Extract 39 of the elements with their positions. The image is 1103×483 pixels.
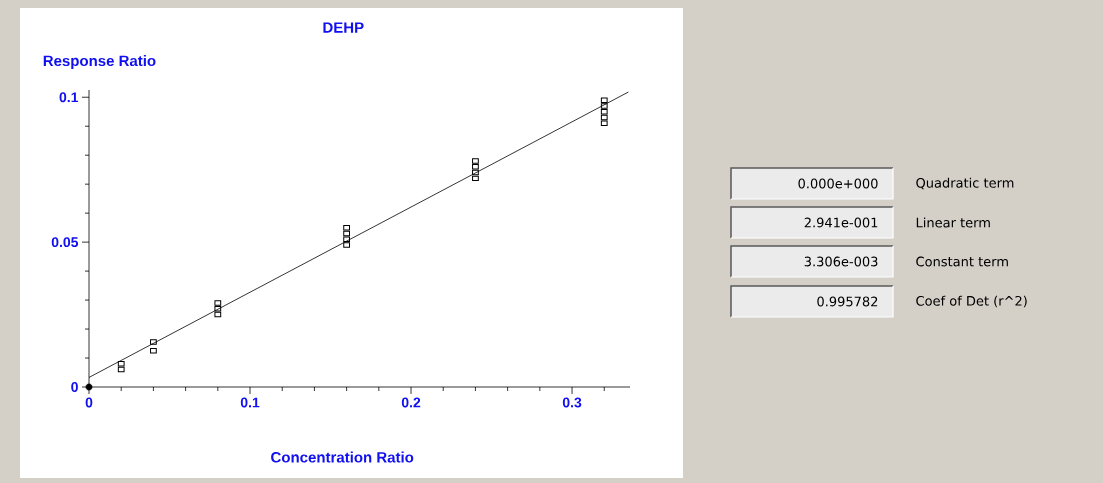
- point: [600, 114, 608, 121]
- text: Quadratic term: [916, 177, 1014, 190]
- point: [343, 224, 351, 231]
- point: [214, 300, 222, 306]
- point: [600, 103, 608, 109]
- point: [472, 164, 479, 170]
- text: 0.000e+000: [798, 178, 878, 189]
- x-axis-title: Concentration Ratio: [271, 451, 414, 463]
- text: 2.941e-001: [804, 217, 878, 228]
- point: [150, 339, 157, 345]
- point: [343, 242, 351, 248]
- point: [472, 175, 479, 182]
- point: [600, 108, 608, 115]
- point: [214, 306, 222, 312]
- x-tick-label: 0.1: [240, 397, 260, 408]
- text: Coef of Det (r^2): [916, 295, 1027, 308]
- point: [343, 230, 351, 237]
- text: Linear term: [916, 217, 990, 228]
- x-tick-label: 0.3: [562, 397, 582, 408]
- y-tick-label: 0.1: [59, 92, 79, 103]
- text: 0.995782: [817, 296, 878, 307]
- point: [117, 366, 125, 373]
- x-tick-label: 0.2: [401, 397, 421, 408]
- point: [117, 361, 125, 367]
- chart-title: DEHP: [323, 22, 364, 33]
- x-tick-label: 0: [85, 397, 93, 408]
- point: [150, 348, 157, 354]
- point: [472, 158, 479, 164]
- point: [472, 169, 479, 176]
- point: [214, 311, 222, 318]
- point: [85, 383, 93, 391]
- y-axis-title: Response Ratio: [43, 55, 156, 70]
- text: Constant term: [916, 256, 1008, 267]
- point: [343, 236, 351, 242]
- point: [600, 97, 608, 103]
- y-tick-label: 0: [71, 382, 78, 392]
- text: 3.306e-003: [804, 256, 878, 267]
- point: [600, 120, 608, 127]
- y-tick-label: 0.05: [51, 237, 79, 248]
